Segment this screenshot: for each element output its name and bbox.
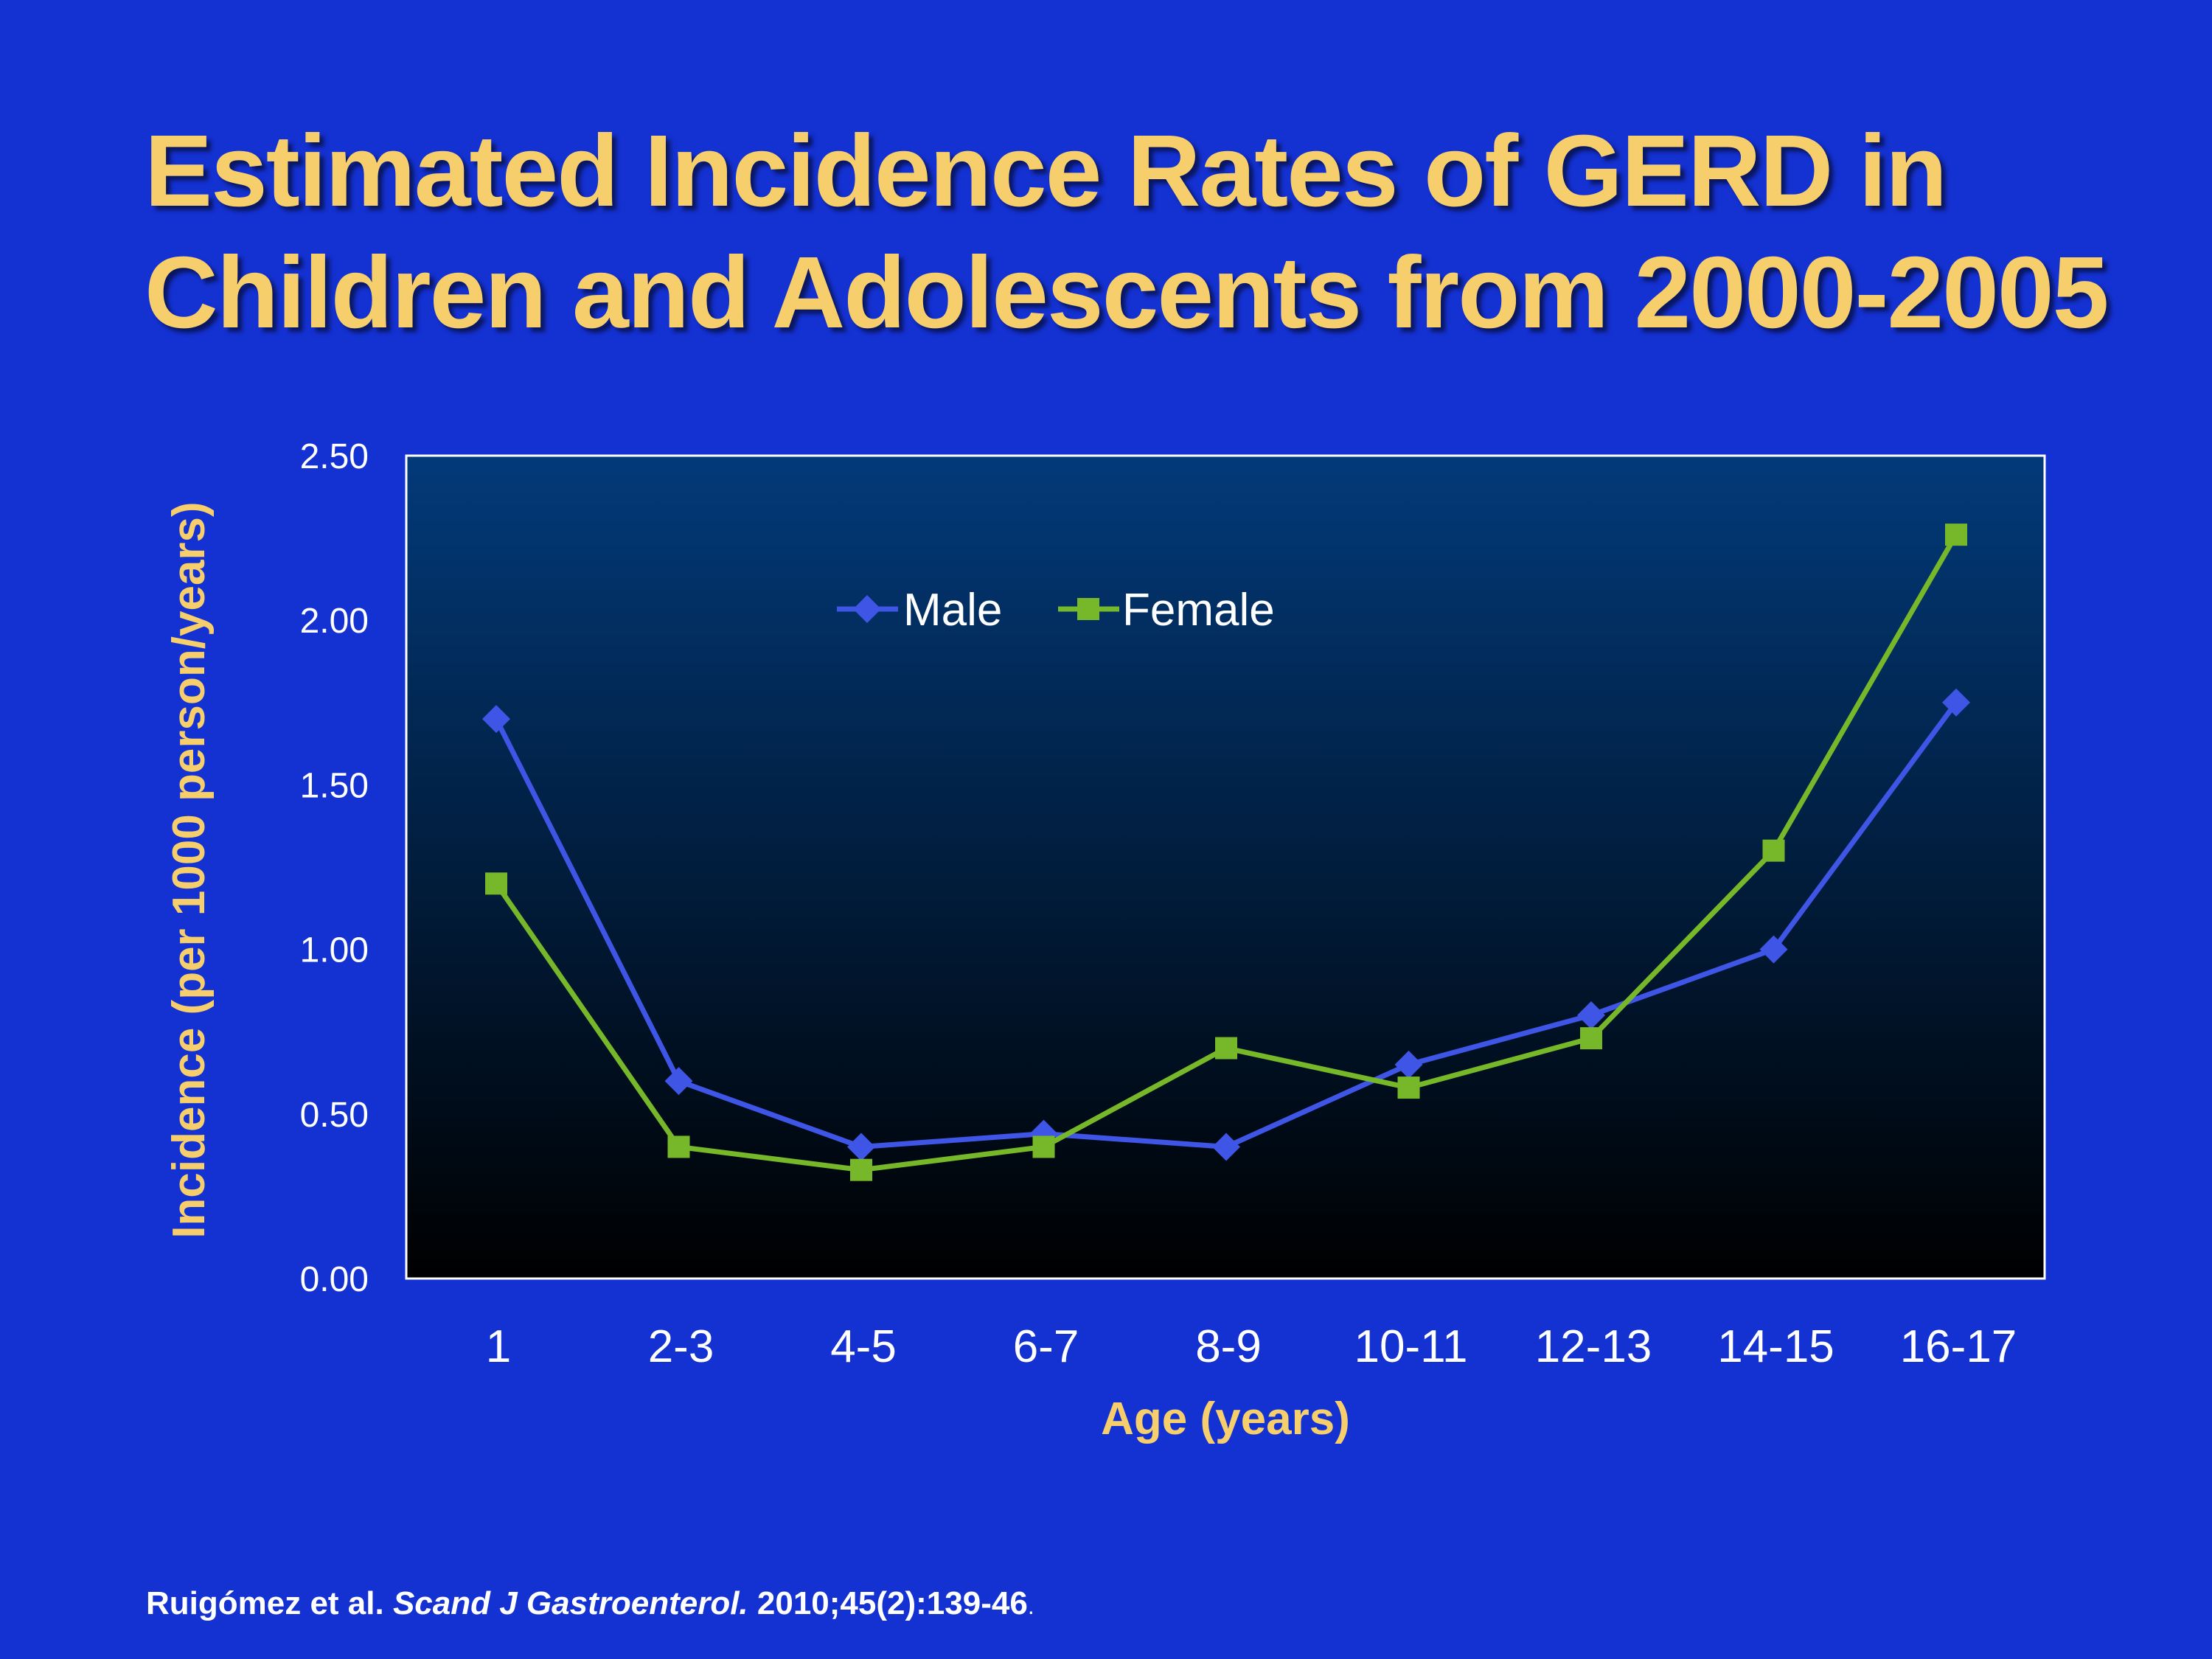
y-axis-title: Incidence (per 1000 person/years) [164, 501, 215, 1238]
y-tick-label: 0.00 [300, 1260, 369, 1299]
legend-marker [1077, 598, 1099, 620]
y-tick-label: 1.00 [300, 931, 369, 970]
data-point-male [1394, 1050, 1423, 1079]
data-point-female [1762, 839, 1785, 862]
data-point-female [485, 872, 507, 895]
x-tick-label: 2-3 [648, 1321, 714, 1372]
citation-journal: Scand J Gastroenterol. [392, 1585, 748, 1621]
data-point-male [1942, 688, 1970, 717]
data-point-female [1215, 1037, 1237, 1060]
data-point-female [1945, 524, 1967, 546]
y-tick-label: 1.50 [300, 766, 369, 805]
series-layer [482, 524, 1970, 1181]
data-point-female [1397, 1077, 1420, 1099]
data-point-male [1212, 1133, 1240, 1161]
data-point-female [850, 1158, 872, 1181]
x-tick-label: 8-9 [1195, 1321, 1262, 1372]
title-line-2: Children and Adolescents from 2000-2005 [145, 236, 2109, 349]
citation-period: . [1027, 1593, 1034, 1619]
slide-title: Estimated Incidence Rates of GERD in Chi… [145, 111, 2135, 354]
x-tick-label: 1 [486, 1321, 511, 1372]
data-point-male [1759, 935, 1788, 964]
x-axis-ticks: 1 2-3 4-5 6-7 8-9 10-11 12-13 14-15 16-17 [486, 1321, 2017, 1372]
series-female [485, 524, 1967, 1181]
data-point-male [482, 705, 510, 734]
legend-item-female: Female [1058, 585, 1275, 636]
citation-ref: 2010;45(2):139-46 [757, 1585, 1028, 1621]
data-point-male [664, 1067, 693, 1096]
data-point-female [667, 1135, 690, 1158]
y-tick-label: 0.50 [300, 1096, 369, 1135]
data-point-female [1580, 1027, 1602, 1050]
x-tick-label: 6-7 [1013, 1321, 1079, 1372]
x-tick-label: 16-17 [1900, 1321, 2017, 1372]
x-axis-title: Age (years) [1101, 1394, 1350, 1444]
legend-marker [853, 595, 881, 623]
citation-authors: Ruigómez et al. [146, 1585, 384, 1621]
data-point-female [1032, 1135, 1055, 1158]
y-axis-ticks: 0.00 0.50 1.00 1.50 2.00 2.50 [300, 437, 369, 1299]
legend-label: Male [903, 585, 1002, 636]
citation: Ruigómez et al. Scand J Gastroenterol. 2… [146, 1585, 1034, 1622]
legend-item-male: Male [837, 585, 1002, 636]
x-tick-label: 14-15 [1717, 1321, 1834, 1372]
title-line-1: Estimated Incidence Rates of GERD in [145, 114, 1947, 228]
x-tick-label: 10-11 [1354, 1321, 1468, 1372]
legend-label: Female [1122, 585, 1275, 636]
y-tick-label: 2.50 [300, 437, 369, 476]
data-point-male [847, 1133, 875, 1161]
y-tick-label: 2.00 [300, 602, 369, 641]
x-tick-label: 4-5 [830, 1321, 897, 1372]
data-point-male [1577, 1001, 1605, 1029]
legend: Male Female [837, 585, 1275, 636]
x-tick-label: 12-13 [1535, 1321, 1652, 1372]
